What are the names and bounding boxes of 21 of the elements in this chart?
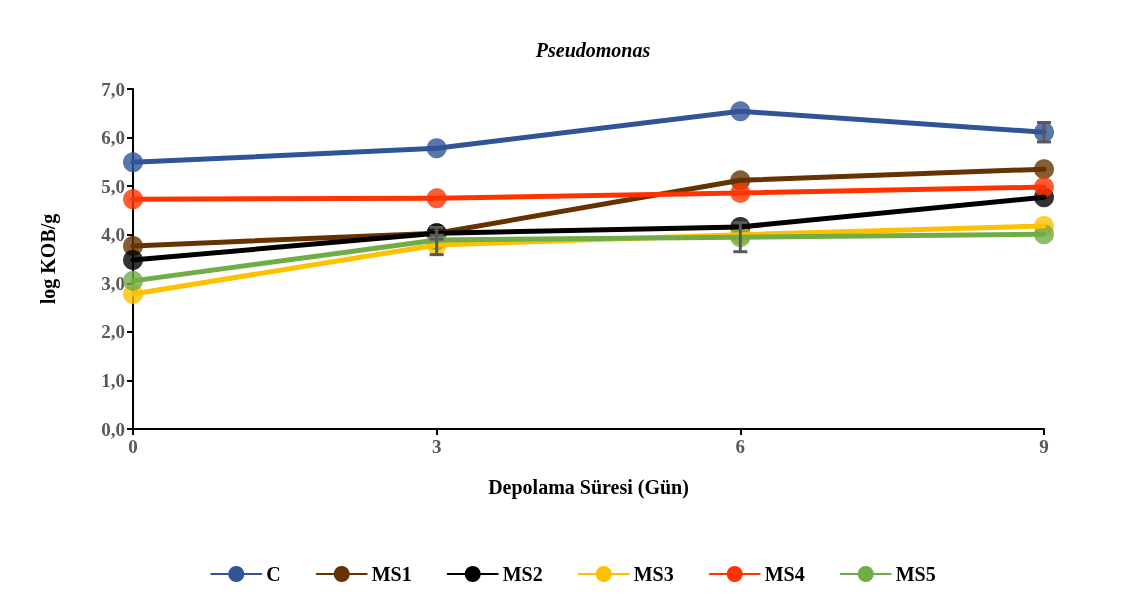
- y-tick-label: 7,0: [101, 78, 125, 100]
- y-tick-label: 1,0: [101, 369, 125, 391]
- chart-title: Pseudomonas: [534, 39, 651, 61]
- legend-label: MS5: [895, 563, 936, 585]
- y-axis-title: log KOB/g: [37, 213, 60, 305]
- x-tick-label: 9: [1039, 436, 1049, 457]
- x-tick-label: 6: [735, 436, 746, 457]
- x-tick-label: 0: [128, 436, 138, 457]
- y-tick-label: 6,0: [101, 127, 125, 149]
- y-tick-label: 2,0: [101, 321, 125, 343]
- x-axis-title: Depolama Süresi (Gün): [488, 476, 689, 499]
- y-tick-label: 4,0: [101, 224, 125, 246]
- y-tick-label: 5,0: [101, 175, 125, 197]
- legend-label: MS2: [502, 563, 543, 585]
- legend-label: MS1: [371, 563, 412, 585]
- legend-label: MS4: [764, 563, 805, 585]
- y-tick-label: 3,0: [101, 272, 125, 294]
- legend-label: MS3: [633, 563, 674, 585]
- y-tick-label: 0,0: [101, 418, 125, 440]
- x-tick-label: 3: [431, 436, 442, 457]
- legend-label: C: [266, 563, 281, 585]
